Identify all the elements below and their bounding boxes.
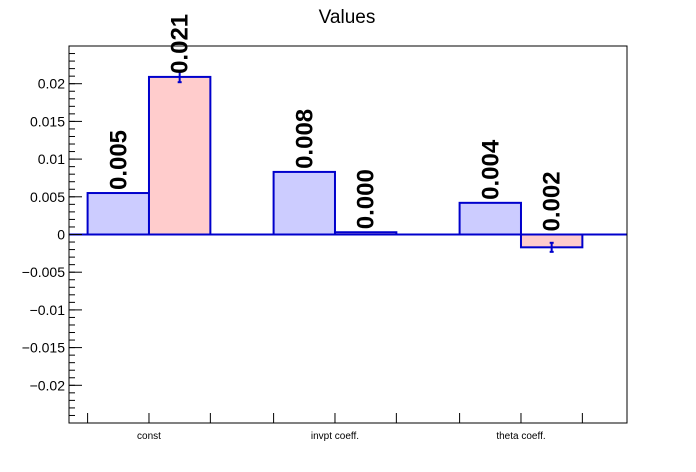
data-label: 0.005 [105,130,132,190]
data-label: 0.008 [291,109,318,169]
bar [458,201,522,236]
y-tick-label: 0.01 [38,151,65,167]
bar [86,192,150,236]
y-tick-label: −0.02 [30,377,66,393]
y-axis: −0.02 −0.015 −0.01 −0.005 0 0.005 0.01 0.015 0.0… [22,45,82,424]
y-tick-label: −0.01 [30,302,66,318]
data-label: 0.021 [167,14,194,74]
x-tick-label: const [137,431,161,442]
x-tick-label: theta coeff. [496,431,545,442]
y-tick-label: 0 [57,227,65,243]
y-tick-label: −0.015 [22,340,65,356]
bar [147,75,212,236]
x-tick-label: invpt coeff. [311,431,359,442]
chart-title: Values [319,7,376,28]
y-tick-label: 0.005 [30,189,65,205]
data-label: 0.002 [539,171,566,231]
y-tick-label: 0.015 [30,113,65,129]
bar [272,170,336,236]
x-axis: const invpt coeff. theta coeff. [87,413,583,442]
data-label: 0.000 [353,169,380,229]
bars-layer [69,70,627,253]
value-labels: 0.005 0.008 0.004 0.021 0.000 0.002 [105,14,565,232]
y-tick-label: 0.02 [38,76,65,92]
y-tick-label: −0.005 [22,264,65,280]
data-label: 0.004 [477,139,504,200]
